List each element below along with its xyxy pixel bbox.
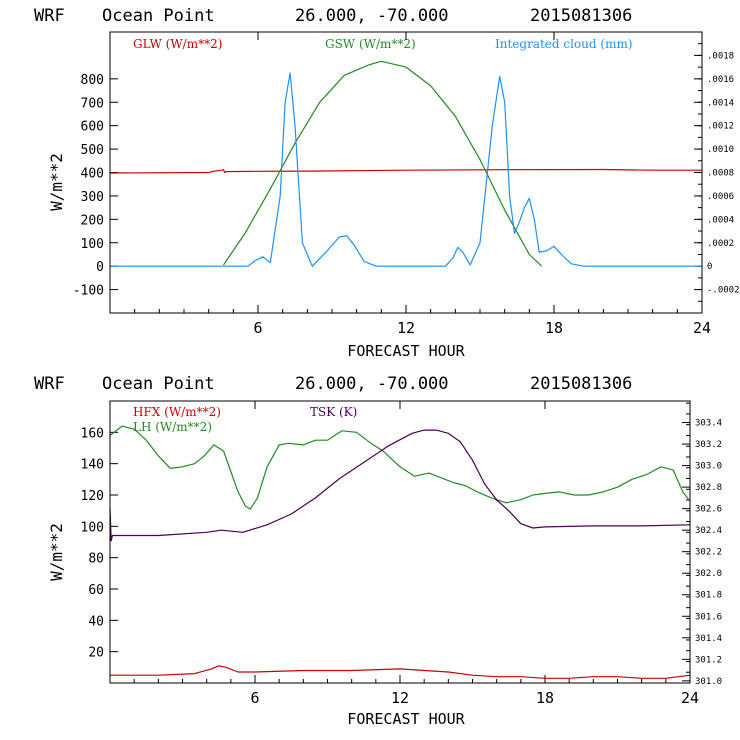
plot-frame (109, 400, 691, 684)
y2-tick-label: .0006 (707, 192, 734, 202)
x-tick-label: 6 (250, 689, 259, 707)
title-init-time: 2015081306 (530, 374, 632, 394)
y-axis-label: W/m**2 (47, 153, 66, 211)
y2-tick-label: 303.0 (695, 462, 722, 472)
y2-tick-label: 0 (707, 262, 712, 272)
series-line-gsw (223, 60, 543, 267)
y2-tick-label: .0016 (707, 75, 734, 85)
title-model: WRF (34, 374, 65, 394)
x-tick-label: 24 (681, 689, 699, 707)
top-panel: WRF Ocean Point 26.000, -70.000 20150813… (34, 6, 740, 360)
y2-tick-label: .0014 (707, 98, 734, 108)
title-location: Ocean Point (102, 374, 215, 394)
y2-tick-label: 301.0 (695, 677, 722, 687)
y2-tick-label: 302.6 (695, 505, 722, 515)
title-init-time: 2015081306 (530, 6, 632, 26)
y-tick-label: 120 (81, 489, 104, 504)
plot-frame (109, 31, 703, 314)
title-model: WRF (34, 6, 65, 26)
y-tick-label: 140 (81, 458, 104, 473)
x-tick-label: 24 (693, 319, 711, 337)
title-coords: 26.000, -70.000 (295, 374, 449, 394)
x-axis-label: FORECAST HOUR (347, 710, 465, 728)
y-tick-label: 600 (81, 120, 104, 135)
y2-tick-label: .0002 (707, 239, 734, 249)
y-tick-label: 160 (81, 426, 104, 441)
y-tick-label: 0 (96, 260, 104, 275)
y-tick-label: 20 (88, 646, 104, 661)
y-axis-label: W/m**2 (47, 523, 66, 581)
legend-lh: LH (W/m**2) (133, 420, 212, 434)
y2-tick-label: 301.2 (695, 655, 722, 665)
series-line-hfx (110, 665, 691, 679)
title-coords: 26.000, -70.000 (295, 6, 449, 26)
series-line-lh (109, 425, 691, 510)
y-tick-label: 700 (81, 96, 104, 111)
y2-tick-label: .0008 (707, 169, 734, 179)
y2-tick-label: -.0002 (707, 286, 740, 296)
y-tick-label: 80 (88, 552, 104, 567)
x-tick-label: 6 (253, 319, 262, 337)
y-tick-label: -100 (73, 284, 104, 299)
series-line-glw (109, 168, 702, 174)
x-tick-label: 12 (391, 689, 409, 707)
y2-tick-label: 301.6 (695, 612, 722, 622)
x-tick-label: 12 (397, 319, 415, 337)
y-tick-label: 200 (81, 213, 104, 228)
y2-tick-label: .0004 (707, 215, 734, 225)
x-tick-label: 18 (536, 689, 554, 707)
x-axis-label: FORECAST HOUR (347, 342, 465, 360)
y2-tick-label: 302.4 (695, 526, 722, 536)
legend-glw: GLW (W/m**2) (133, 37, 222, 51)
legend-tsk: TSK (K) (310, 405, 357, 419)
y-tick-label: 60 (88, 583, 104, 598)
title-location: Ocean Point (102, 6, 215, 26)
y2-tick-label: 301.8 (695, 591, 722, 601)
y2-tick-label: .0010 (707, 145, 734, 155)
y2-tick-label: .0012 (707, 122, 734, 132)
y-tick-label: 500 (81, 143, 104, 158)
y-tick-label: 100 (81, 237, 104, 252)
y-tick-label: 400 (81, 167, 104, 182)
legend-hfx: HFX (W/m**2) (133, 405, 221, 419)
y2-tick-label: 301.4 (695, 634, 722, 644)
legend-gsw: GSW (W/m**2) (325, 37, 416, 51)
y2-tick-label: 303.2 (695, 440, 722, 450)
y2-tick-label: 302.0 (695, 569, 722, 579)
y2-tick-label: .0018 (707, 51, 734, 61)
bottom-panel: WRF Ocean Point 26.000, -70.000 20150813… (34, 374, 722, 728)
y-tick-label: 100 (81, 520, 104, 535)
y-tick-label: 40 (88, 614, 104, 629)
y2-tick-label: 302.8 (695, 483, 722, 493)
series-line-integrated (110, 72, 702, 267)
series-line-tsk (109, 429, 691, 542)
y2-tick-label: 303.4 (695, 419, 722, 429)
legend-integrated-cloud: Integrated cloud (mm) (495, 37, 633, 51)
y-tick-label: 300 (81, 190, 104, 205)
y-tick-label: 800 (81, 73, 104, 88)
x-tick-label: 18 (545, 319, 563, 337)
y2-tick-label: 302.2 (695, 548, 722, 558)
